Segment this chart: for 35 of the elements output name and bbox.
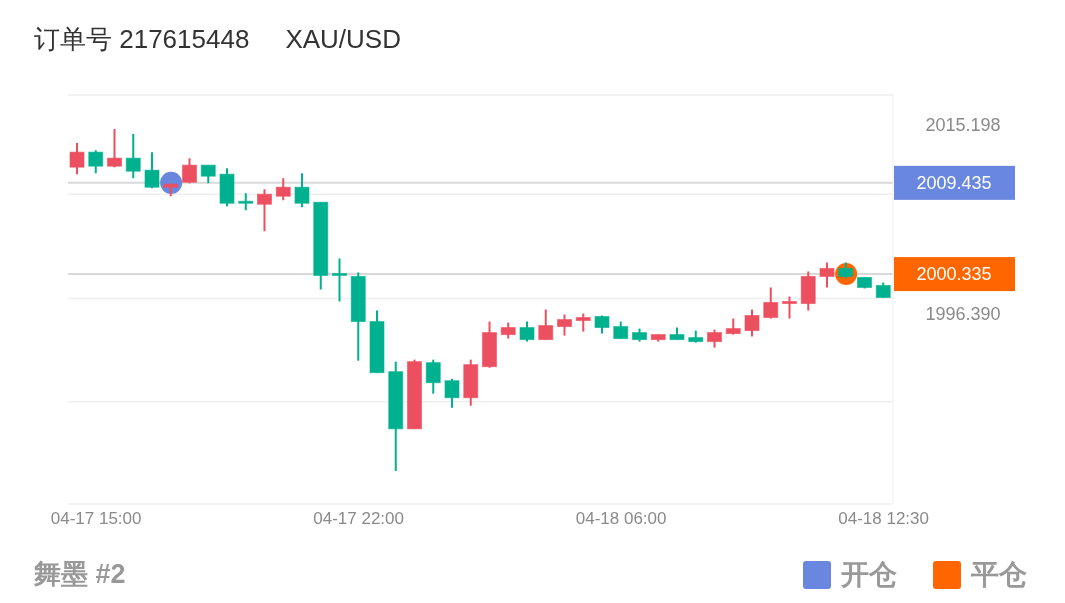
candlestick — [744, 308, 760, 338]
ref-line-label: 2000.335 — [916, 264, 992, 285]
candlestick — [332, 257, 347, 303]
y-tick-label: 1996.390 — [925, 303, 1001, 324]
candlestick — [557, 313, 572, 337]
candlestick — [200, 164, 216, 185]
candlestick — [144, 151, 160, 190]
candlestick — [425, 358, 441, 395]
candlestick — [782, 295, 797, 320]
candlestick — [275, 177, 291, 202]
legend-label: 开仓 — [841, 558, 897, 592]
candlestick — [519, 320, 535, 343]
candlestick — [125, 133, 141, 180]
candlestick — [88, 149, 104, 175]
candlestick — [107, 128, 122, 169]
candlestick — [819, 261, 835, 289]
chart-title: 订单号 217615448 — [34, 24, 250, 54]
x-tick-label: 04-17 15:00 — [50, 509, 142, 529]
candlestick — [182, 157, 197, 185]
candlestick — [257, 188, 272, 233]
candlestick — [294, 172, 310, 209]
candlestick — [763, 286, 779, 320]
candlestick — [444, 377, 460, 409]
chart-subtitle: XAU/USD — [285, 24, 401, 54]
x-tick-label: 04-17 22:00 — [313, 509, 404, 529]
x-tick-label: 04-18 06:00 — [575, 509, 667, 529]
candlestick — [538, 308, 554, 341]
legend-label: 平仓 — [971, 558, 1027, 592]
ref-line-label: 2009.435 — [916, 172, 992, 193]
text: 舞墨 #2 — [34, 558, 126, 591]
x-tick-label: 04-18 12:30 — [838, 509, 929, 529]
candlestick — [575, 312, 591, 333]
candlestick — [707, 328, 722, 349]
y-tick-label: 2015.198 — [925, 115, 1001, 136]
candlestick — [69, 142, 85, 176]
